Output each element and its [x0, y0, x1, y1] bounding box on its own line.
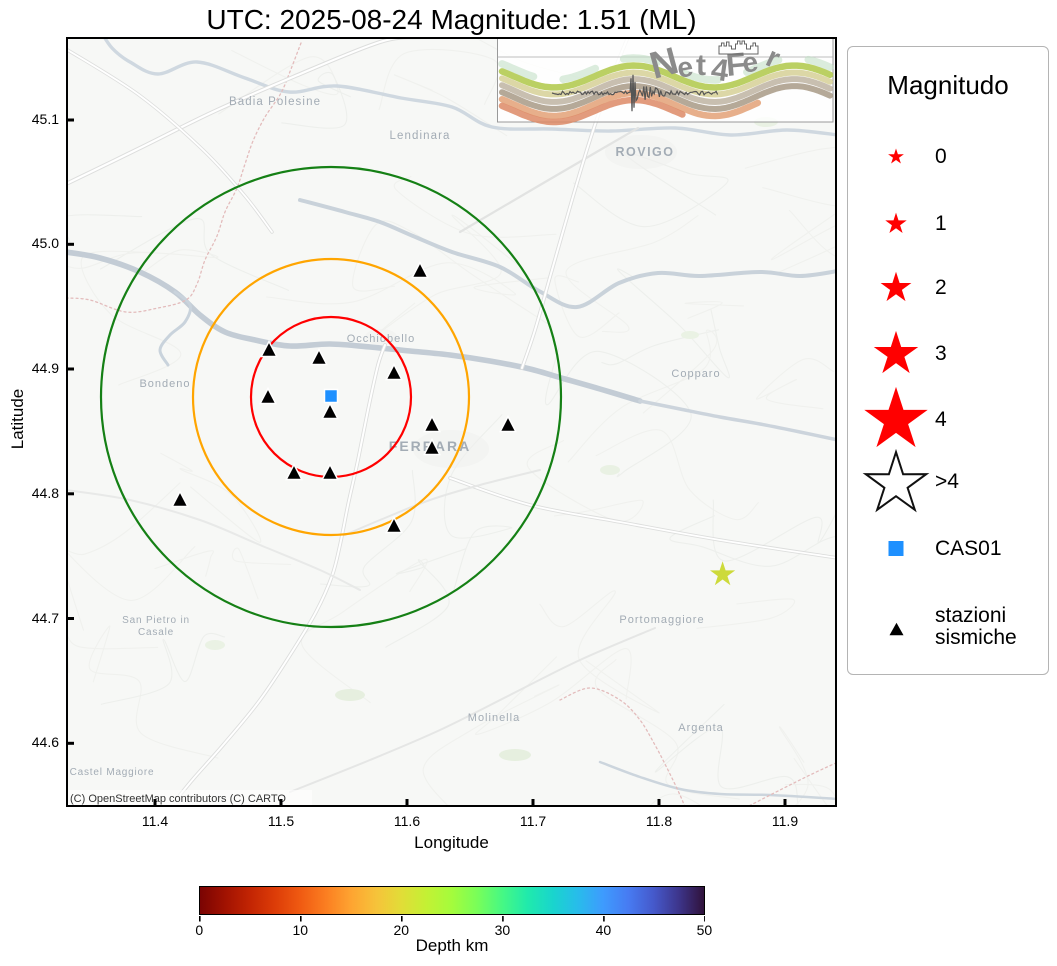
- svg-text:Occhiobello: Occhiobello: [347, 333, 415, 345]
- svg-text:Copparo: Copparo: [671, 368, 720, 380]
- svg-text:F: F: [724, 45, 747, 83]
- svg-text:Bondeno: Bondeno: [139, 378, 190, 390]
- svg-text:ROVIGO: ROVIGO: [615, 145, 674, 159]
- svg-text:t: t: [696, 49, 706, 82]
- svg-text:Lendinara: Lendinara: [389, 130, 450, 142]
- svg-text:Molinella: Molinella: [468, 712, 520, 724]
- svg-text:Argenta: Argenta: [678, 722, 724, 734]
- svg-text:4: 4: [709, 51, 732, 88]
- svg-text:Castel Maggiore: Castel Maggiore: [70, 767, 155, 778]
- svg-text:Casale: Casale: [138, 627, 174, 638]
- svg-text:e: e: [675, 51, 696, 84]
- svg-text:(C) OpenStreetMap contributors: (C) OpenStreetMap contributors (C) CARTO: [70, 793, 286, 805]
- svg-text:San Pietro in: San Pietro in: [122, 615, 190, 626]
- svg-text:Portomaggiore: Portomaggiore: [619, 614, 704, 626]
- svg-text:Badia Polesine: Badia Polesine: [229, 96, 321, 108]
